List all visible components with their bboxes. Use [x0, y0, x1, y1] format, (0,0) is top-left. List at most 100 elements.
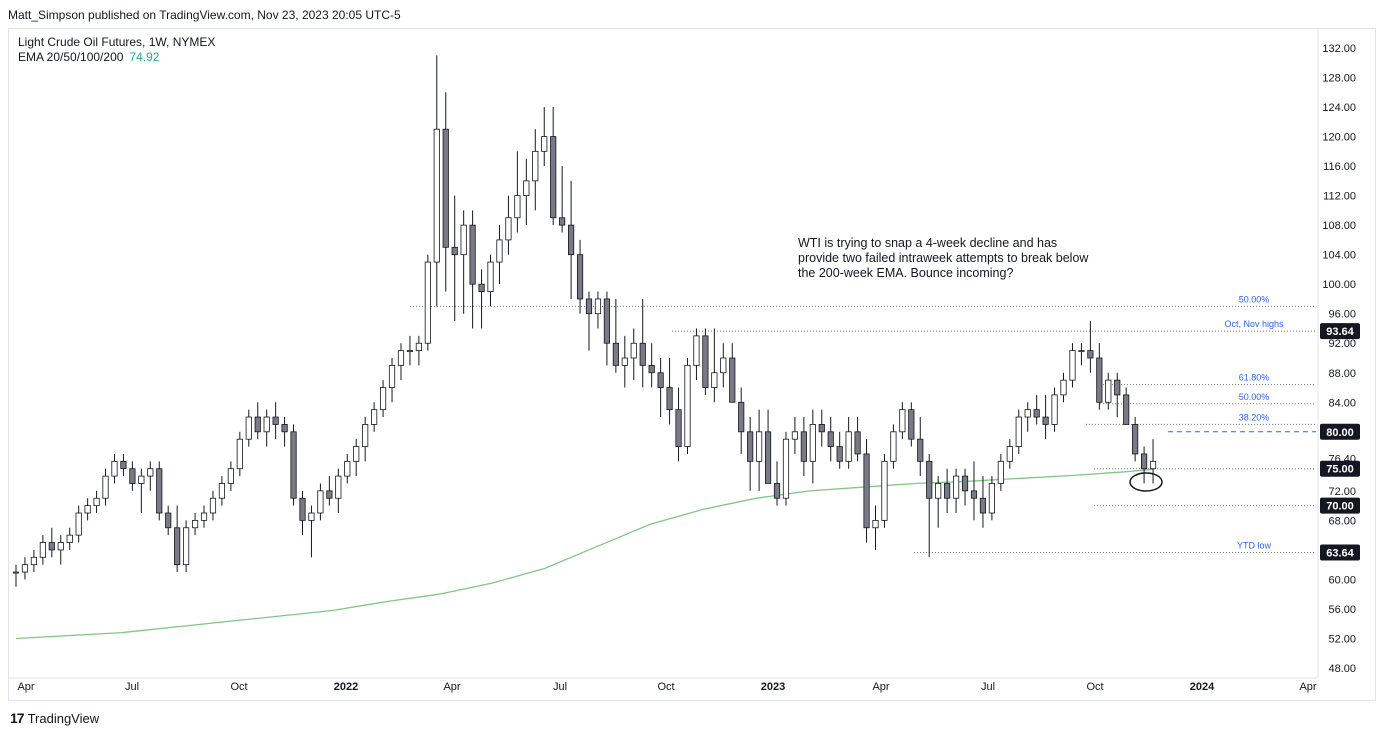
candle-body — [818, 424, 825, 433]
x-axis[interactable]: Apr Jul Oct 2022 Apr Jul Oct 2023 Apr Jul Oct 2024 A… — [8, 677, 1318, 693]
candle-body — [147, 468, 154, 477]
candle — [424, 254, 431, 351]
candle-body — [1132, 424, 1139, 455]
candles[interactable] — [12, 55, 1157, 587]
y-tick-label: 72.00 — [1328, 486, 1356, 498]
candle-body — [406, 350, 414, 353]
candle — [514, 151, 521, 233]
y-tick-label: 84.00 — [1328, 397, 1356, 409]
candle — [648, 343, 655, 388]
candle-body — [272, 416, 279, 425]
candle — [129, 461, 136, 491]
candle — [1123, 387, 1130, 425]
candle — [263, 409, 270, 447]
candle — [1015, 409, 1022, 454]
tradingview-brand[interactable]: 17 TradingView — [10, 710, 99, 726]
candle — [666, 358, 673, 425]
candle-body — [12, 571, 20, 574]
candle — [738, 387, 745, 454]
candle — [326, 476, 333, 506]
candle-body — [344, 460, 351, 477]
candle-body — [236, 438, 243, 470]
candle-body — [917, 438, 924, 462]
candle — [254, 402, 261, 440]
candle — [1069, 343, 1076, 388]
candle — [818, 409, 825, 447]
candle — [756, 409, 763, 491]
ema-value: 74.92 — [129, 50, 160, 64]
candle — [541, 107, 548, 167]
candle-body — [174, 527, 181, 566]
candle — [379, 380, 387, 418]
ema-legend: EMA 20/50/100/200 74.92 — [18, 50, 215, 65]
candle-body — [756, 431, 763, 462]
y-tick-label: 116.00 — [1323, 161, 1356, 173]
candle-body — [371, 409, 378, 425]
candle-body — [585, 298, 593, 315]
candle-body — [908, 409, 915, 440]
candle — [809, 409, 816, 484]
candle-body — [702, 335, 709, 388]
candle-body — [165, 512, 172, 529]
candle — [944, 468, 951, 513]
y-tick-label: 108.00 — [1322, 220, 1356, 232]
candle — [30, 549, 37, 573]
y-axis[interactable]: 132.00 128.00 124.00 120.00 116.00 112.00 108.… — [1317, 28, 1360, 678]
candle — [747, 417, 754, 491]
x-tick-label: Jul — [553, 681, 567, 693]
candle-body — [872, 519, 879, 529]
candle — [836, 431, 843, 469]
candle — [693, 328, 700, 381]
ema-200-line — [15, 468, 1154, 640]
candle — [406, 335, 414, 366]
candle-body — [335, 475, 342, 499]
price-badge-label: 63.64 — [1326, 548, 1354, 560]
bounce-marker — [1129, 472, 1163, 492]
x-tick-label: Oct — [1086, 681, 1103, 693]
candle — [630, 328, 637, 381]
candle-body — [397, 350, 405, 366]
candle — [138, 468, 145, 513]
candle-body — [1141, 453, 1148, 470]
y-tick-label: 92.00 — [1328, 338, 1356, 350]
candle — [729, 343, 736, 403]
candle — [174, 505, 181, 573]
candle — [1006, 439, 1013, 469]
candle — [791, 417, 799, 454]
candle-body — [541, 136, 548, 152]
y-tick-label: 100.00 — [1322, 279, 1356, 291]
candle — [657, 358, 664, 418]
candle — [371, 402, 378, 432]
candle — [764, 409, 772, 484]
x-tick-label: 2024 — [1190, 681, 1215, 693]
candle — [952, 468, 960, 513]
candle-body — [84, 505, 91, 514]
candle-body — [1149, 460, 1157, 470]
candle-body — [639, 342, 646, 366]
chart-annotation: WTI is trying to snap a 4-week decline a… — [798, 236, 1089, 280]
candle-body — [1114, 379, 1121, 396]
candle-body — [48, 542, 55, 551]
candle-body — [630, 342, 637, 359]
candle — [899, 402, 906, 440]
candle-body — [487, 261, 494, 292]
candle — [299, 490, 306, 536]
candle — [863, 439, 870, 543]
brand-name: TradingView — [27, 710, 100, 726]
candle — [603, 291, 610, 366]
candle-body — [290, 431, 297, 499]
price-badge-label: 93.64 — [1326, 326, 1354, 338]
y-tick-label: 60.00 — [1328, 574, 1356, 586]
candle — [827, 417, 834, 462]
candle-body — [281, 424, 288, 433]
level-label: Oct, Nov highs — [1224, 319, 1284, 329]
candle-body — [451, 246, 458, 256]
candle-body — [836, 446, 843, 462]
candle — [227, 461, 234, 491]
candle — [1114, 372, 1121, 418]
candle — [21, 557, 29, 580]
candle — [66, 527, 73, 550]
candle — [111, 453, 118, 484]
candle-body — [424, 261, 431, 344]
